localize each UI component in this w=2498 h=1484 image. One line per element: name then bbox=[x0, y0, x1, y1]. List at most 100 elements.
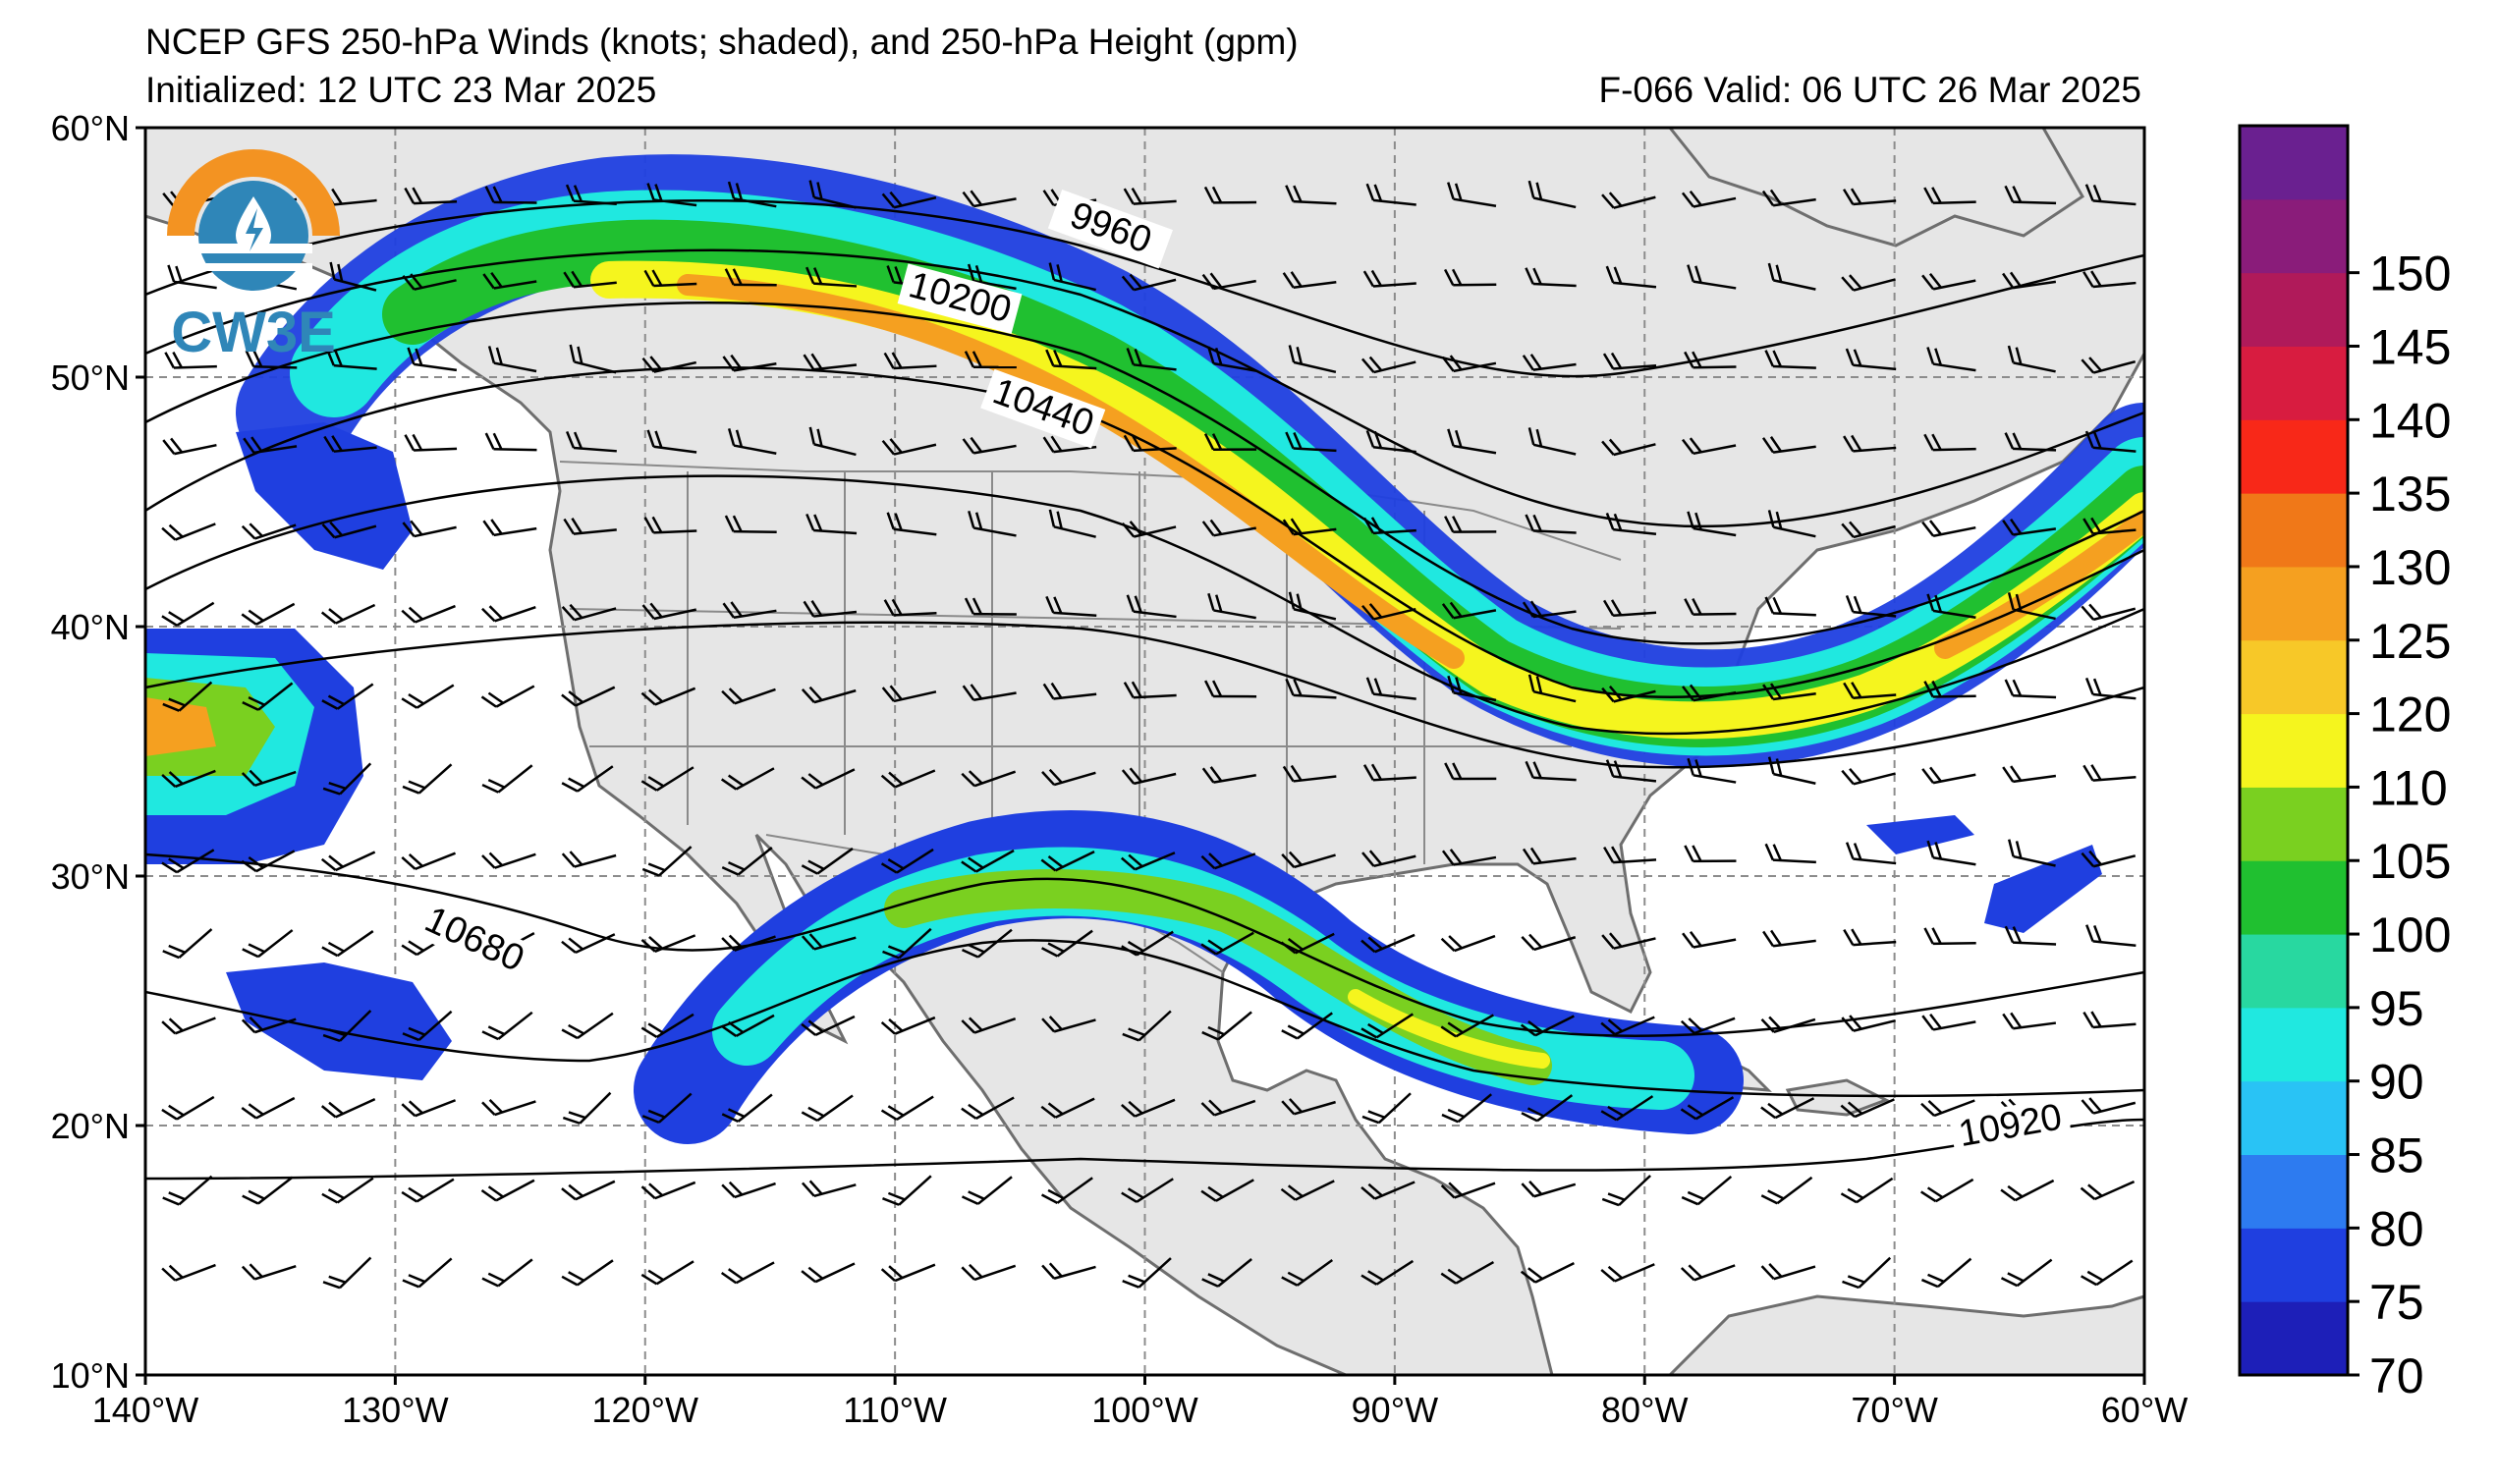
barb-feather bbox=[807, 1019, 824, 1033]
barb-feather bbox=[641, 357, 655, 373]
wind-barb bbox=[1843, 434, 1897, 453]
barb-feather bbox=[1680, 1108, 1697, 1121]
barb-feather bbox=[481, 783, 499, 794]
barb-feather bbox=[1767, 510, 1775, 528]
wind-barb bbox=[1282, 518, 1337, 536]
barb-feather bbox=[168, 611, 185, 623]
barb-feather bbox=[1440, 1272, 1457, 1285]
barb-feather bbox=[805, 513, 815, 531]
barb-feather bbox=[640, 780, 658, 792]
barb-feather bbox=[968, 510, 975, 528]
barb-feather bbox=[1687, 264, 1694, 282]
barb-feather bbox=[1441, 1113, 1459, 1124]
wind-barb bbox=[2002, 271, 2057, 290]
barb-feather bbox=[2009, 271, 2023, 288]
barb-feather bbox=[1601, 440, 1615, 456]
barb-feather bbox=[1127, 1187, 1144, 1199]
barb-feather bbox=[248, 696, 265, 706]
barb-feather bbox=[408, 940, 424, 952]
barb-feather bbox=[1689, 931, 1702, 947]
wind-barb bbox=[1527, 427, 1577, 456]
barb-feather bbox=[568, 937, 583, 951]
barb-feather bbox=[810, 353, 823, 370]
wind-barb bbox=[167, 264, 217, 290]
wind-barb bbox=[720, 767, 775, 791]
barb-feather bbox=[807, 1106, 825, 1118]
contour-label: 9960 bbox=[1047, 190, 1173, 269]
barb-feather bbox=[2004, 679, 2015, 696]
barb-feather bbox=[561, 606, 576, 622]
barb-feather bbox=[1121, 275, 1136, 291]
wind-barb bbox=[1122, 1257, 1172, 1289]
barb-feather bbox=[2084, 184, 2094, 201]
barb-feather bbox=[481, 1030, 499, 1041]
barb-feather bbox=[1841, 769, 1855, 786]
barb-feather bbox=[803, 354, 815, 370]
wind-barb bbox=[1840, 1177, 1894, 1204]
barb-feather bbox=[1525, 514, 1534, 531]
colorbar-label: 70 bbox=[2369, 1348, 2424, 1403]
wind-barb bbox=[321, 1177, 374, 1204]
barb-feather bbox=[1600, 1021, 1616, 1036]
barb-feather bbox=[1207, 939, 1224, 952]
colorbar-label: 125 bbox=[2369, 614, 2451, 669]
barb-feather bbox=[1845, 594, 1855, 613]
barb-feather bbox=[1201, 273, 1215, 290]
barb-feather bbox=[1200, 1189, 1217, 1202]
wind-barb bbox=[1920, 1178, 1974, 1203]
wind-barb bbox=[1123, 187, 1177, 205]
barb-feather bbox=[2081, 1099, 2095, 1115]
wind-barb bbox=[322, 1010, 372, 1043]
barb-feather bbox=[2084, 430, 2094, 449]
barb-feather bbox=[571, 270, 583, 288]
barb-feather bbox=[1447, 1108, 1466, 1119]
barb-feather bbox=[887, 945, 906, 955]
barb-feather bbox=[323, 435, 335, 453]
barb-feather bbox=[1689, 191, 1702, 206]
barb-feather bbox=[1920, 1190, 1937, 1203]
barb-feather bbox=[329, 521, 344, 536]
barb-feather bbox=[1441, 850, 1455, 866]
wind-barb bbox=[2004, 185, 2057, 205]
barb-feather bbox=[401, 697, 418, 709]
wind-barb bbox=[1201, 519, 1256, 537]
contour-label-bg bbox=[897, 263, 1023, 335]
barb-feather bbox=[1203, 186, 1215, 203]
barb-feather bbox=[1689, 437, 1702, 454]
barb-feather bbox=[808, 686, 823, 701]
wind-barb bbox=[321, 683, 374, 710]
barb-feather bbox=[242, 700, 259, 711]
wind-barb bbox=[482, 271, 537, 290]
longitude-axis: 140°W 130°W 120°W 110°W 100°W 90°W 80°W 70°W 60°… bbox=[92, 1375, 2188, 1430]
wind-barb bbox=[2000, 1258, 2053, 1288]
wind-barb bbox=[643, 516, 697, 534]
wind-barb bbox=[2084, 677, 2137, 700]
wind-barb bbox=[1602, 352, 1657, 370]
barb-feather bbox=[243, 437, 255, 454]
barb-feather bbox=[2088, 1097, 2102, 1113]
barb-feather bbox=[569, 603, 583, 619]
wind-barb bbox=[721, 934, 776, 952]
wind-barb bbox=[245, 350, 298, 369]
barb-feather bbox=[1215, 594, 1223, 613]
wind-barb bbox=[481, 852, 536, 869]
barb-feather bbox=[1692, 597, 1702, 616]
barb-feather bbox=[1201, 1278, 1219, 1288]
barb-feather bbox=[248, 943, 265, 954]
colorbar-segment bbox=[2240, 713, 2348, 788]
wind-barb bbox=[1360, 1013, 1415, 1039]
colorbar-segment bbox=[2240, 787, 2348, 861]
wind-barb bbox=[1203, 433, 1257, 451]
barb-feather bbox=[641, 867, 660, 877]
wind-barb bbox=[1200, 852, 1256, 870]
contour-label-bg bbox=[1047, 190, 1173, 269]
colorbar-segment bbox=[2240, 126, 2348, 200]
barb-feather bbox=[2012, 186, 2023, 203]
barb-feather bbox=[241, 524, 256, 540]
wind-barb bbox=[321, 521, 377, 539]
barb-feather bbox=[647, 1022, 665, 1034]
barb-feather bbox=[1926, 347, 1935, 364]
barb-feather bbox=[964, 351, 974, 368]
wind-barb bbox=[724, 268, 777, 287]
barb-feather bbox=[2015, 841, 2023, 859]
